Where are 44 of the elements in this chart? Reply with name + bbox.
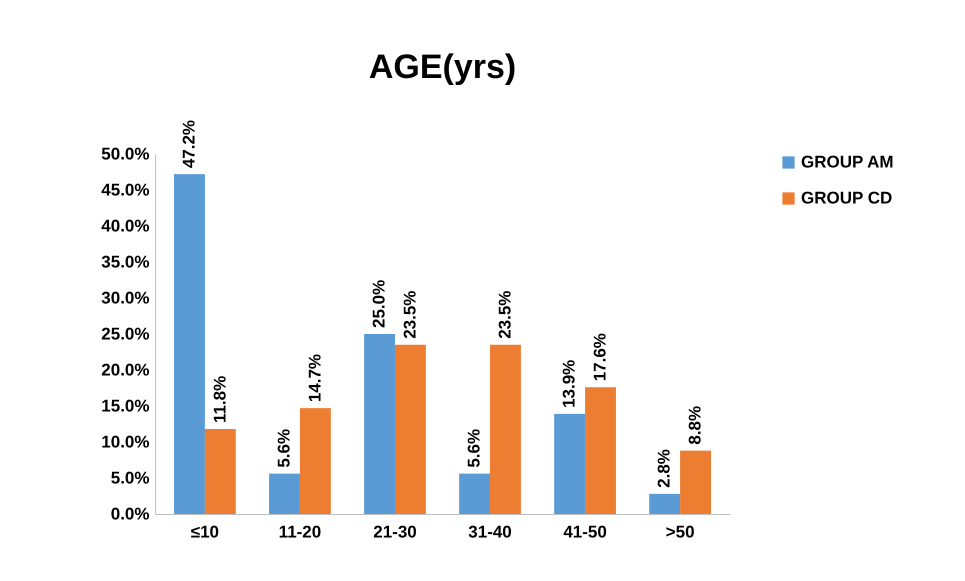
x-tick-label: 41-50	[563, 522, 607, 542]
y-tick-label: 50.0%	[101, 144, 150, 164]
data-label: 23.5%	[400, 290, 420, 339]
bar	[459, 474, 490, 514]
bar	[554, 414, 586, 514]
y-tick-label: 40.0%	[101, 216, 150, 236]
bar	[300, 408, 331, 514]
x-tick-label: ≤10	[190, 522, 220, 542]
bar	[585, 387, 616, 514]
bar	[204, 429, 236, 514]
data-label: 5.6%	[274, 428, 294, 468]
data-label: 17.6%	[590, 333, 610, 382]
x-tick-label: 31-40	[468, 522, 512, 542]
y-tick-label: 5.0%	[110, 468, 150, 488]
bar	[174, 174, 205, 514]
data-label: 8.8%	[686, 406, 705, 445]
y-tick-label: 35.0%	[101, 252, 150, 272]
y-tick-label: 10.0%	[101, 432, 150, 452]
bar	[490, 344, 521, 514]
data-label: 47.2%	[179, 120, 198, 168]
bar	[649, 494, 680, 514]
bar	[269, 474, 300, 514]
data-label: 14.7%	[305, 354, 324, 402]
legend-label: GROUP AM	[801, 152, 894, 172]
y-tick-label: 20.0%	[101, 360, 150, 380]
x-tick-label: 11-20	[278, 522, 322, 542]
y-tick-label: 45.0%	[101, 180, 150, 200]
data-label: 5.6%	[464, 428, 484, 468]
bar	[364, 334, 395, 514]
data-label: 23.5%	[495, 290, 514, 339]
data-label: 11.8%	[210, 376, 230, 424]
bar	[394, 344, 426, 514]
y-tick-label: 15.0%	[101, 396, 150, 416]
y-tick-label: 0.0%	[110, 504, 150, 524]
data-label: 2.8%	[654, 449, 674, 488]
x-tick-label: >50	[666, 522, 695, 542]
data-label: 25.0%	[370, 280, 389, 328]
bar	[680, 450, 711, 514]
y-tick-label: 25.0%	[101, 324, 150, 344]
data-label: 13.9%	[560, 360, 579, 408]
chart-title: AGE(yrs)	[368, 48, 516, 86]
y-tick-label: 30.0%	[101, 288, 150, 308]
legend-label: GROUP CD	[801, 188, 892, 208]
x-tick-label: 21-30	[373, 522, 417, 542]
